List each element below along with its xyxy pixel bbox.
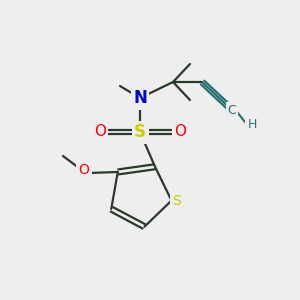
Text: S: S xyxy=(134,123,146,141)
Text: O: O xyxy=(94,124,106,140)
Text: O: O xyxy=(79,163,89,177)
Text: C: C xyxy=(228,103,236,116)
Text: H: H xyxy=(247,118,257,130)
Text: O: O xyxy=(174,124,186,140)
Text: N: N xyxy=(133,89,147,107)
Text: S: S xyxy=(172,194,181,208)
